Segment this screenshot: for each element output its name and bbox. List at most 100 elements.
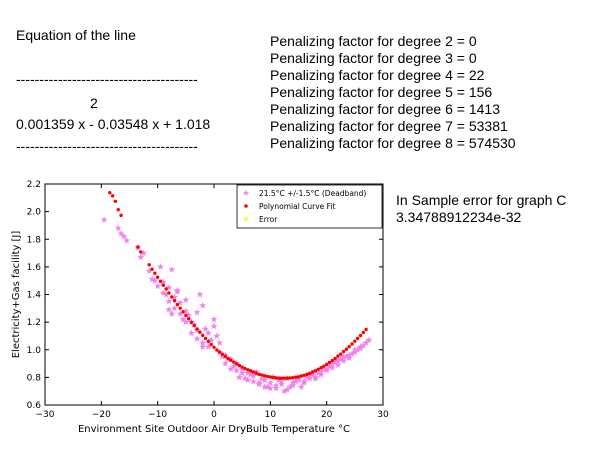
deadband-point <box>345 351 353 359</box>
deadband-point <box>156 263 165 270</box>
in-sample-error-value: 3.34788912234e-32 <box>396 209 522 225</box>
fit-point <box>327 360 332 365</box>
deadband-point <box>300 379 308 386</box>
equation-exponent: 2 <box>90 95 98 111</box>
fit-point <box>209 342 213 347</box>
legend-marker-deadband <box>242 189 250 196</box>
fit-point <box>139 250 143 254</box>
fit-point <box>108 191 112 195</box>
fit-point <box>217 350 222 354</box>
y-axis-label: Electricity+Gas facility [J] <box>11 231 22 359</box>
deadband-point <box>202 325 210 333</box>
y-tick-label: 1.8 <box>27 235 42 245</box>
fit-point <box>232 360 236 364</box>
fit-point <box>316 367 320 372</box>
y-tick-label: 1.2 <box>27 318 41 328</box>
deadband-point <box>356 343 365 351</box>
fit-point <box>282 376 287 380</box>
equation-rule-bottom: --------------------------------------- <box>16 138 198 154</box>
legend-box <box>236 184 383 229</box>
fit-point <box>279 376 284 380</box>
fit-point <box>263 374 267 378</box>
equation-title: Equation of the line <box>16 27 136 43</box>
fit-point <box>285 376 289 380</box>
deadband-point <box>261 376 269 384</box>
deadband-point <box>289 379 297 386</box>
fit-point <box>274 376 278 380</box>
fit-point <box>167 291 171 295</box>
deadband-point <box>216 339 224 346</box>
fit-point <box>220 352 225 356</box>
deadband-point <box>123 236 131 244</box>
fit-point <box>172 299 177 303</box>
fit-point <box>361 330 365 335</box>
equation-rule-top: --------------------------------------- <box>16 71 198 87</box>
fit-point <box>153 271 157 275</box>
deadband-point <box>244 376 252 384</box>
x-tick-label: −10 <box>148 410 167 420</box>
fit-point <box>175 302 180 307</box>
penalty-degree-6: Penalizing factor for degree 6 = 1413 <box>270 101 500 117</box>
fit-point <box>358 333 363 338</box>
fit-point <box>355 336 360 341</box>
fit-point <box>271 375 275 380</box>
deadband-point <box>232 366 241 374</box>
fit-point <box>293 375 298 379</box>
fit-point <box>364 327 368 332</box>
fit-point <box>237 363 242 368</box>
deadband-point <box>297 383 305 391</box>
legend-marker-fit <box>244 204 248 208</box>
x-tick-label: 0 <box>211 410 217 420</box>
deadband-point <box>345 354 353 362</box>
penalty-degree-5: Penalizing factor for degree 5 = 156 <box>270 84 493 100</box>
fit-point <box>248 369 253 373</box>
deadband-point <box>207 336 215 344</box>
penalty-degree-8: Penalizing factor for degree 8 = 574530 <box>270 135 516 151</box>
fit-point <box>319 366 323 370</box>
fit-point <box>110 194 115 198</box>
deadband-point <box>100 216 108 223</box>
y-tick-label: 1.6 <box>27 263 42 273</box>
x-tick-label: 20 <box>321 410 333 420</box>
deadband-point <box>168 310 176 317</box>
fit-point <box>226 356 230 361</box>
fit-point <box>333 356 337 361</box>
deadband-point <box>210 322 218 330</box>
deadband-point <box>199 343 207 351</box>
fit-point <box>164 287 168 291</box>
fit-point <box>192 323 196 328</box>
deadband-point <box>311 375 319 382</box>
deadband-point <box>154 282 162 290</box>
deadband-point <box>328 363 336 371</box>
fit-point <box>116 207 120 212</box>
deadband-point <box>187 329 196 337</box>
penalty-list: Penalizing factor for degree 2 = 0 Penal… <box>270 33 516 152</box>
fit-point <box>212 345 216 349</box>
deadband-point <box>317 370 325 378</box>
fit-point <box>155 275 160 279</box>
deadband-point <box>165 297 173 305</box>
legend-label: Error <box>259 215 278 224</box>
deadband-point <box>323 365 331 373</box>
fit-point <box>302 373 306 378</box>
fit-point <box>189 320 194 324</box>
penalty-degree-3: Penalizing factor for degree 3 = 0 <box>270 50 477 66</box>
deadband-point <box>238 369 246 377</box>
deadband-point <box>179 315 187 323</box>
deadband-point <box>151 276 159 284</box>
deadband-point <box>117 229 125 237</box>
fit-point <box>181 310 185 314</box>
fit-point <box>215 348 219 352</box>
y-tick-label: 1.4 <box>27 291 42 301</box>
fit-point <box>310 370 315 374</box>
deadband-point <box>255 379 263 386</box>
fit-point <box>350 342 354 346</box>
penalty-degree-4: Penalizing factor for degree 4 = 22 <box>270 67 485 83</box>
in-sample-error-label: In Sample error for graph C <box>396 192 567 208</box>
fit-point <box>324 362 329 367</box>
fit-point <box>322 364 326 368</box>
fit-point <box>296 375 301 379</box>
y-tick-label: 0.6 <box>27 401 42 411</box>
deadband-point <box>182 296 190 304</box>
deadband-point <box>249 372 257 380</box>
